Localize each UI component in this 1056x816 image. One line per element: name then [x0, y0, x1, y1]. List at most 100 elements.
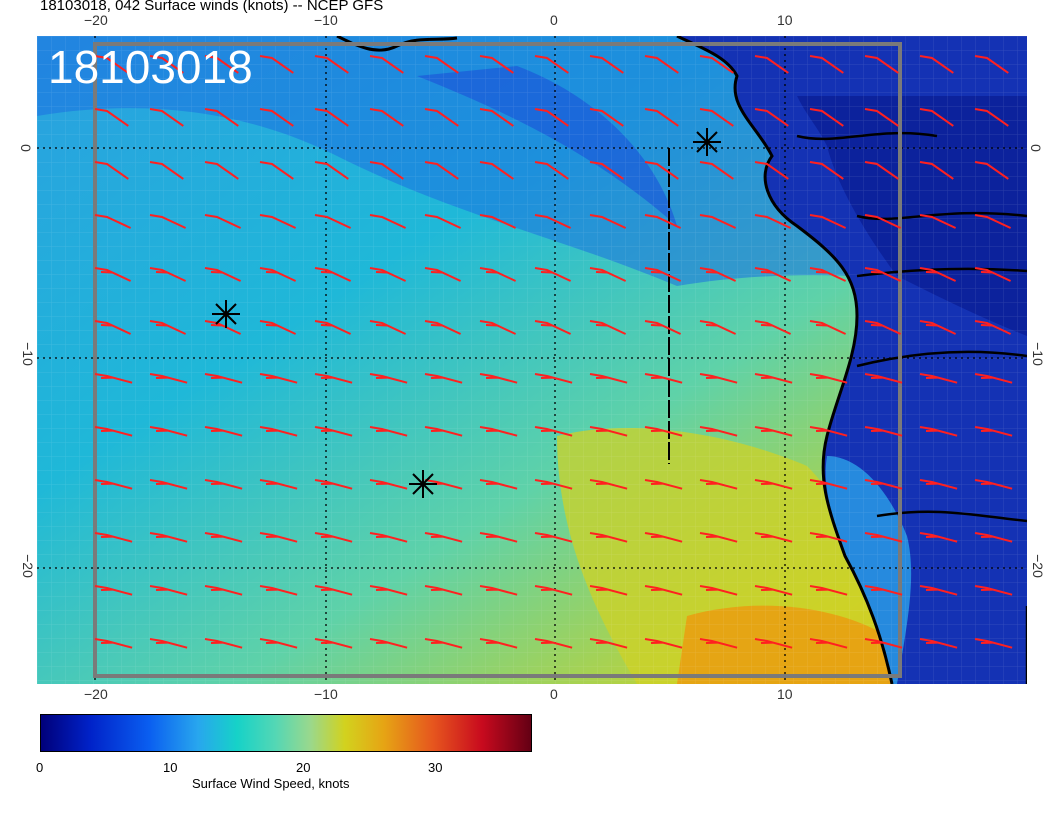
wind-barb [424, 320, 462, 335]
wind-barb [479, 479, 518, 490]
wind-barb [149, 638, 188, 649]
wind-barb [754, 638, 793, 649]
wind-barb [314, 373, 353, 384]
wind-barb [864, 320, 902, 335]
wind-barb [424, 373, 463, 384]
wind-barb [809, 320, 847, 335]
wind-barb [919, 532, 958, 543]
wind-barb [644, 161, 679, 180]
wind-barb [919, 638, 958, 649]
grid-overlay [37, 36, 1027, 684]
wind-barb [754, 585, 793, 596]
colorbar-label: Surface Wind Speed, knots [192, 776, 350, 791]
domain-frame [93, 42, 902, 678]
wind-barb [699, 214, 737, 229]
wind-barb [974, 161, 1009, 180]
colorbar-tick: 10 [163, 760, 178, 775]
wind-barb [864, 373, 903, 384]
wind-barb [479, 108, 514, 127]
wind-barb [644, 55, 679, 74]
wind-barb [644, 320, 682, 335]
wind-barb [534, 108, 569, 127]
wind-barb [809, 108, 844, 127]
wind-barb [864, 532, 903, 543]
colorbar-tick: 30 [428, 760, 443, 775]
wind-barb [589, 55, 624, 74]
wind-barb [479, 55, 514, 74]
wind-barb [974, 373, 1013, 384]
wind-barb [919, 108, 954, 127]
wind-barb [314, 214, 352, 229]
wind-barb [424, 214, 462, 229]
lon-label-top: 10 [777, 12, 793, 28]
wind-barb [259, 426, 298, 437]
wind-barb [589, 161, 624, 180]
wind-barb [864, 55, 899, 74]
wind-barb [149, 585, 188, 596]
wind-barb [204, 426, 243, 437]
wind-barb [919, 320, 957, 335]
wind-barb [369, 108, 404, 127]
wind-barb [314, 320, 352, 335]
wind-barb [204, 108, 239, 127]
wind-barb [644, 214, 682, 229]
wind-barb [534, 55, 569, 74]
wind-map [37, 36, 1027, 684]
wind-barb [864, 267, 902, 282]
wind-barb [974, 479, 1013, 490]
wind-barb [94, 161, 129, 180]
wind-barb [149, 320, 187, 335]
station-marker [212, 300, 240, 328]
wind-barb [259, 479, 298, 490]
wind-barb [919, 55, 954, 74]
wind-barb [424, 585, 463, 596]
wind-barb [94, 585, 133, 596]
wind-barb [919, 373, 958, 384]
wind-barb [589, 108, 624, 127]
wind-barb [369, 320, 407, 335]
wind-barb [94, 373, 133, 384]
wind-barb [479, 638, 518, 649]
wind-barb [534, 426, 573, 437]
wind-barb [259, 161, 294, 180]
wind-barb [974, 214, 1012, 229]
lat-label-right: −20 [1029, 554, 1046, 578]
lat-label-left: 0 [17, 144, 34, 152]
wind-barb [204, 479, 243, 490]
wind-barb [424, 55, 459, 74]
wind-barb [149, 373, 188, 384]
wind-barb [919, 585, 958, 596]
wind-barb [314, 108, 349, 127]
lat-label-right: −10 [1029, 342, 1046, 366]
wind-barb [699, 267, 737, 282]
wind-barb [864, 426, 903, 437]
wind-barb [754, 426, 793, 437]
wind-barb [974, 55, 1009, 74]
wind-barb [974, 267, 1012, 282]
wind-barb [919, 161, 954, 180]
wind-barb [644, 638, 683, 649]
wind-barb [754, 55, 789, 74]
wind-barb [589, 214, 627, 229]
wind-barb [94, 532, 133, 543]
wind-barb [149, 479, 188, 490]
wind-barb [644, 585, 683, 596]
wind-barb [754, 161, 789, 180]
wind-barb [369, 267, 407, 282]
wind-barb [314, 161, 349, 180]
lon-label-top: 0 [550, 12, 558, 28]
wind-barb [864, 638, 903, 649]
wind-barb [259, 638, 298, 649]
lon-label-bottom: 0 [550, 686, 558, 702]
wind-barb [369, 426, 408, 437]
wind-barb [314, 426, 353, 437]
colorbar-tick: 20 [296, 760, 311, 775]
wind-barb [534, 214, 572, 229]
wind-barb [204, 532, 243, 543]
wind-barb [424, 161, 459, 180]
wind-barb [589, 320, 627, 335]
wind-barb [864, 108, 899, 127]
wind-barb [974, 108, 1009, 127]
wind-barb [479, 214, 517, 229]
wind-barb [864, 585, 903, 596]
